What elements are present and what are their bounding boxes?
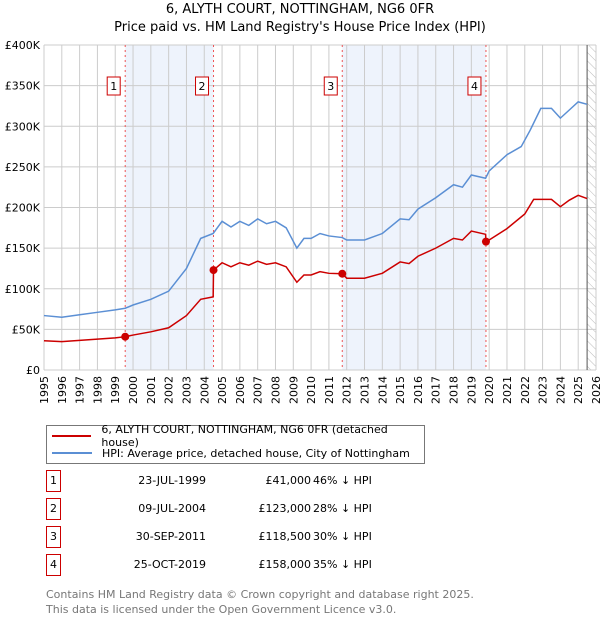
x-tick-label: 2013 (359, 376, 372, 404)
transaction-hpi-diff: 28% ↓ HPI (313, 502, 372, 515)
y-tick-label: £300K (5, 120, 41, 133)
legend-item-hpi: HPI: Average price, detached house, City… (52, 445, 410, 461)
sale-number-box (467, 76, 482, 96)
x-tick-label: 1998 (91, 376, 104, 404)
x-tick-label: 2005 (216, 376, 229, 404)
sale-point (121, 332, 130, 341)
y-tick-label: £250K (5, 161, 41, 174)
x-tick-label: 2007 (252, 376, 265, 404)
price-chart: 1995 1996 1997 1998 1999 2000 2001 2002 2003 2004… (5, 39, 600, 404)
x-tick-label: 2020 (483, 376, 496, 404)
transaction-row: 3 30-SEP-2011 £118,500 30% ↓ HPI (46, 526, 466, 548)
transaction-date: 30-SEP-2011 (135, 530, 206, 543)
sale-number-box (106, 76, 121, 96)
transaction-number: 3 (46, 526, 61, 548)
x-tick-label: 1997 (74, 376, 87, 404)
x-tick-label: 2012 (341, 376, 354, 404)
x-tick-label: 1999 (109, 376, 122, 404)
y-tick-label: £100K (5, 283, 41, 296)
transaction-hpi-diff: 35% ↓ HPI (313, 558, 372, 571)
transaction-hpi-diff: 46% ↓ HPI (313, 474, 372, 487)
transaction-row: 2 09-JUL-2004 £123,000 28% ↓ HPI (46, 498, 466, 520)
sale-number-label: 1 (110, 80, 117, 93)
y-tick-label: £400K (5, 39, 41, 52)
x-tick-label: 2014 (376, 376, 389, 404)
legend-label-price: 6, ALYTH COURT, NOTTINGHAM, NG6 0FR (det… (101, 423, 388, 449)
y-tick-label: £50K (12, 323, 41, 336)
sale-number-box (195, 76, 210, 96)
x-tick-label: 2011 (323, 376, 336, 404)
transaction-price: £41,000 (265, 474, 312, 487)
x-tick-label: 2003 (180, 376, 193, 404)
sale-number-box (323, 76, 338, 96)
transaction-number: 1 (46, 470, 61, 492)
y-tick-label: £200K (5, 202, 41, 215)
footer-copyright: Contains HM Land Registry data © Crown c… (46, 588, 474, 601)
x-tick-label: 2001 (145, 376, 158, 404)
x-tick-label: 2010 (305, 376, 318, 404)
x-tick-label: 2023 (537, 376, 550, 404)
hpi-line (43, 101, 588, 318)
sale-number-label: 2 (199, 80, 206, 93)
legend-swatch-hpi (52, 452, 92, 454)
x-tick-label: 2025 (572, 376, 585, 404)
transaction-date: 23-JUL-1999 (138, 474, 206, 487)
footer-licence: This data is licensed under the Open Gov… (46, 603, 397, 616)
x-tick-label: 2024 (554, 376, 567, 404)
x-tick-label: 2008 (269, 376, 282, 404)
transaction-price: £118,500 (258, 530, 312, 543)
x-tick-label: 2004 (198, 376, 211, 404)
sale-point (481, 237, 490, 246)
legend-swatch-price (52, 435, 92, 437)
transaction-price: £123,000 (258, 502, 312, 515)
y-tick-label: £0 (26, 364, 40, 377)
transaction-number: 2 (46, 498, 61, 520)
y-tick-label: £150K (5, 242, 41, 255)
sale-point (209, 266, 218, 275)
x-tick-label: 2026 (590, 376, 600, 404)
chart-legend: 6, ALYTH COURT, NOTTINGHAM, NG6 0FR (det… (46, 423, 425, 464)
sale-number-label: 4 (471, 80, 478, 93)
x-tick-label: 2002 (163, 376, 176, 404)
x-tick-label: 2021 (501, 376, 514, 404)
transaction-price: £158,000 (258, 558, 312, 571)
x-tick-label: 2000 (127, 376, 140, 404)
chart-subtitle: Price paid vs. HM Land Registry's House … (114, 20, 486, 35)
transaction-row: 4 25-OCT-2019 £158,000 35% ↓ HPI (46, 554, 466, 576)
chart-title: 6, ALYTH COURT, NOTTINGHAM, NG6 0FR (165, 2, 435, 17)
x-tick-label: 2017 (430, 376, 443, 404)
transaction-date: 09-JUL-2004 (138, 502, 206, 515)
sale-point (338, 269, 347, 278)
x-tick-label: 2016 (412, 376, 425, 404)
price-paid-line (43, 194, 588, 343)
x-tick-label: 2018 (448, 376, 461, 404)
transaction-date: 25-OCT-2019 (133, 558, 206, 571)
transaction-number: 4 (46, 554, 61, 576)
transaction-row: 1 23-JUL-1999 £41,000 46% ↓ HPI (46, 470, 466, 492)
x-tick-label: 2009 (287, 376, 300, 404)
transaction-hpi-diff: 30% ↓ HPI (313, 530, 372, 543)
x-tick-label: 1996 (56, 376, 69, 404)
x-tick-label: 1995 (38, 376, 51, 404)
sale-number-label: 3 (327, 80, 334, 93)
legend-item-price: 6, ALYTH COURT, NOTTINGHAM, NG6 0FR (det… (52, 423, 424, 449)
y-tick-label: £350K (5, 80, 41, 93)
x-tick-label: 2015 (394, 376, 407, 404)
x-tick-label: 2019 (465, 376, 478, 404)
x-tick-label: 2006 (234, 376, 247, 404)
x-tick-label: 2022 (519, 376, 532, 404)
legend-label-hpi: HPI: Average price, detached house, City… (102, 446, 410, 460)
